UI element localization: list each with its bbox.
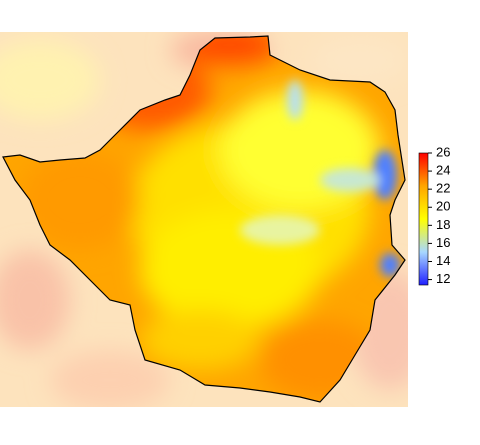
colorbar-tick-label: 14	[436, 253, 450, 268]
colorbar-tick-label: 20	[436, 199, 450, 214]
colorbar-tick-label: 16	[436, 235, 450, 250]
colorbar-tick-label: 24	[436, 163, 450, 178]
colorbar-tick-label: 22	[436, 181, 450, 196]
colorbar-tick-label: 12	[436, 271, 450, 286]
colorbar-frame	[418, 152, 429, 286]
colorbar-tick-label: 18	[436, 217, 450, 232]
colorbar-tick-label: 26	[436, 144, 450, 159]
colorbar	[419, 153, 428, 285]
